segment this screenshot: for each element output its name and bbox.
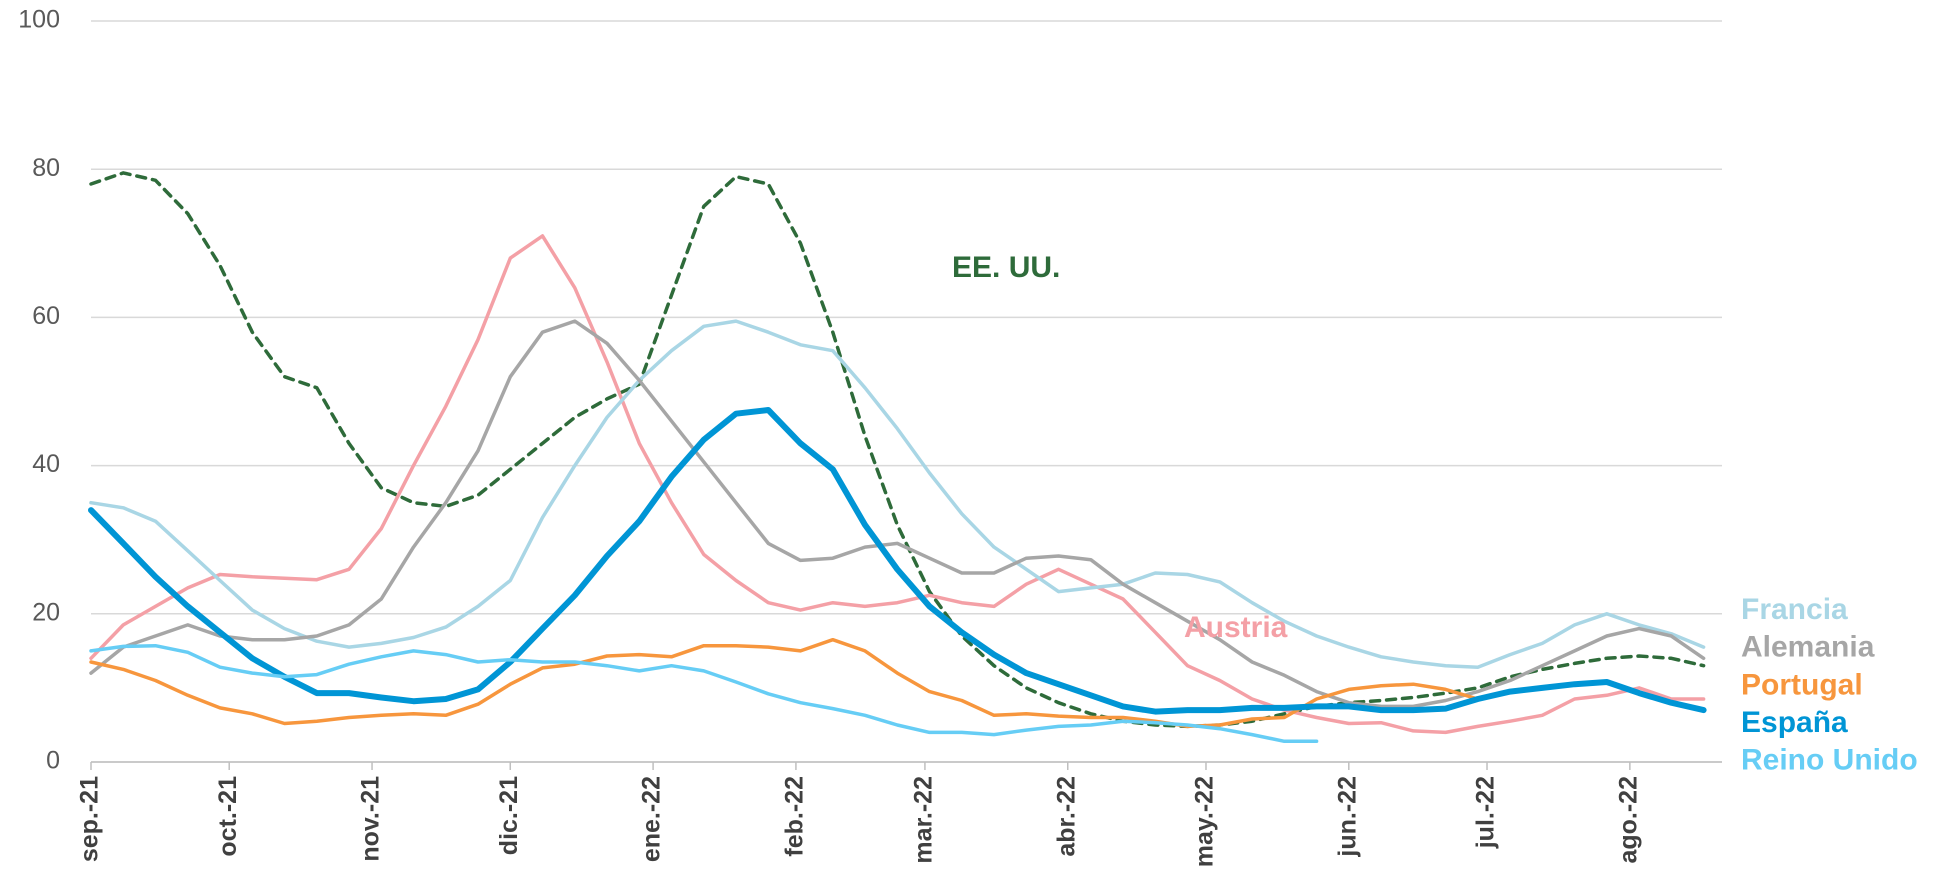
series-label: EE. UU. [952, 251, 1060, 284]
y-tick-label: 0 [46, 747, 60, 775]
series-line [89, 319, 1706, 709]
x-tick-label: mar.-22 [910, 776, 938, 864]
y-tick-label: 100 [18, 6, 60, 34]
series-line [88, 407, 1707, 715]
x-tick-label: jun.-22 [1333, 776, 1361, 858]
x-tick-label: ene.-22 [638, 776, 666, 862]
legend-label: Portugal [1741, 668, 1863, 701]
series-line [89, 637, 1480, 729]
series-line [89, 643, 1319, 744]
y-tick-label: 60 [32, 302, 60, 330]
x-tick-label: feb.-22 [781, 776, 809, 857]
x-tick-label: dic.-21 [495, 776, 523, 855]
x-tick-label: jul.-22 [1472, 776, 1500, 849]
y-tick-label: 20 [32, 598, 60, 626]
legend-label: Francia [1741, 593, 1848, 626]
legend-label: Alemania [1741, 631, 1875, 664]
x-tick-label: abr.-22 [1052, 776, 1080, 857]
y-tick-label: 80 [32, 154, 60, 182]
x-tick-label: nov.-21 [357, 776, 385, 862]
series-line [89, 234, 1706, 735]
series-line [89, 171, 1706, 729]
legend-label: España [1741, 706, 1848, 739]
series-line [89, 319, 1706, 669]
x-tick-label: ago.-22 [1614, 776, 1642, 864]
x-tick-label: oct.-21 [214, 776, 242, 857]
legend-label: Reino Unido [1741, 744, 1918, 777]
series-label: Austria [1184, 611, 1288, 644]
x-tick-label: may.-22 [1191, 776, 1219, 867]
y-tick-label: 40 [32, 450, 60, 478]
x-tick-label: sep.-21 [76, 776, 104, 862]
